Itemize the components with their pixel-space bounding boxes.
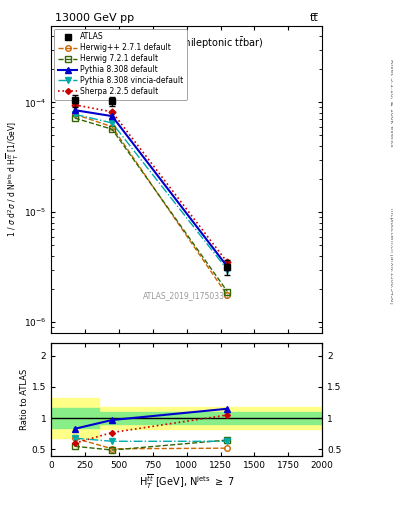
Text: mcplots.cern.ch [arXiv:1306.3436]: mcplots.cern.ch [arXiv:1306.3436] (389, 208, 393, 304)
Text: tt̅: tt̅ (310, 13, 318, 23)
Text: 13000 GeV pp: 13000 GeV pp (55, 13, 134, 23)
Y-axis label: Ratio to ATLAS: Ratio to ATLAS (20, 369, 29, 430)
Text: ATLAS_2019_I1750330: ATLAS_2019_I1750330 (143, 291, 230, 301)
Y-axis label: 1 / $\sigma$ d$^2\sigma$ / d N$^{\rm jets}$ d H$_T^{\overline{t}\overline{t}}$ [: 1 / $\sigma$ d$^2\sigma$ / d N$^{\rm jet… (5, 121, 21, 237)
Text: tt$\overline{\rm H}_T$ (ATLAS semileptonic t$\bar{t}$bar): tt$\overline{\rm H}_T$ (ATLAS semilepton… (109, 35, 264, 51)
Text: Rivet 3.1.10, ≥ 100k events: Rivet 3.1.10, ≥ 100k events (389, 58, 393, 146)
X-axis label: H$_T^{\overline{t}\overline{t}}$ [GeV], N$^{\rm jets}$ $\geq$ 7: H$_T^{\overline{t}\overline{t}}$ [GeV], … (139, 472, 235, 491)
Legend: ATLAS, Herwig++ 2.7.1 default, Herwig 7.2.1 default, Pythia 8.308 default, Pythi: ATLAS, Herwig++ 2.7.1 default, Herwig 7.… (54, 29, 187, 100)
